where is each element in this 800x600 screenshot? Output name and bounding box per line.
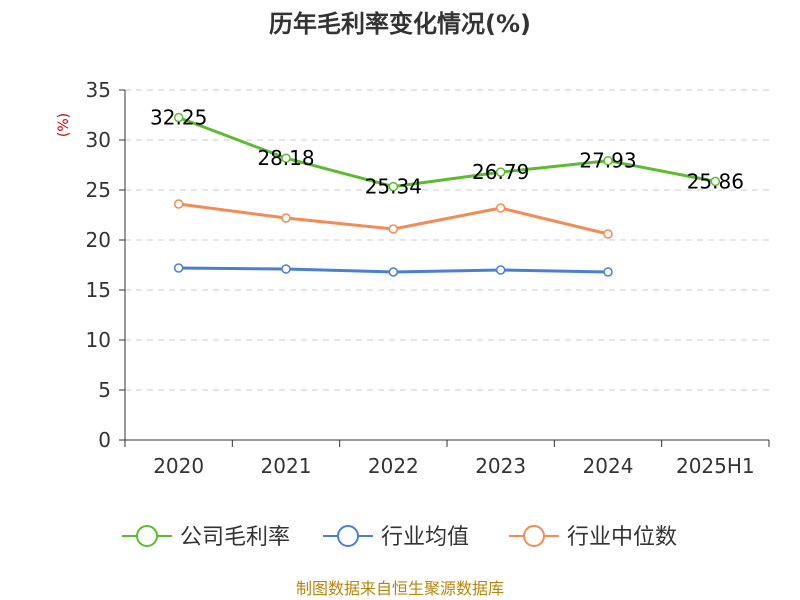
gridlines [125, 89, 769, 391]
y-axis-label: (%) [56, 113, 72, 137]
y-tick-label-35: 35 [86, 78, 111, 102]
y-tick-label-15: 15 [86, 278, 111, 302]
point-0-2022 [388, 181, 399, 192]
legend-label: 行业中位数 [567, 525, 677, 550]
y-tick-label-10: 10 [86, 328, 111, 352]
data-label-2021: 28.18 [257, 146, 314, 170]
legend-swatch-marker [337, 525, 359, 547]
point-1-2020 [173, 263, 184, 273]
y-tick-label-25: 25 [86, 178, 111, 202]
y-tick-label-30: 30 [86, 128, 111, 152]
data-label-2022: 25.34 [365, 175, 422, 199]
x-tick-label-2021: 2021 [261, 454, 312, 478]
point-2-2021 [281, 213, 291, 223]
point-2-2020 [173, 199, 184, 209]
legend-swatch-marker [523, 525, 545, 547]
y-tick-label-5: 5 [98, 378, 111, 402]
point-2-2022 [388, 224, 399, 234]
y-tick-label-20: 20 [86, 228, 111, 252]
axes: 0 5 10 15 20 25 30 35 2020 2021 2022 2023 2024 2025H1 [86, 78, 770, 478]
point-0-2021 [281, 153, 291, 163]
legend-swatch-marker [136, 525, 158, 547]
data-label-2023: 26.79 [472, 160, 529, 184]
point-1-2022 [388, 267, 399, 277]
point-0-2025H1 [710, 176, 721, 187]
series-group [173, 112, 721, 277]
data-label-2024: 27.93 [579, 149, 636, 173]
legend-item-2: 行业中位数 [509, 525, 677, 550]
data-labels: 32.25 28.18 25.34 26.79 27.93 25.86 [150, 106, 744, 199]
point-0-2024 [603, 155, 613, 166]
point-0-2020 [173, 112, 184, 123]
legend: 公司毛利率 行业均值 行业中位数 [122, 525, 677, 550]
point-1-2023 [495, 265, 506, 275]
point-1-2021 [281, 264, 291, 274]
x-tick-label-2020: 2020 [153, 454, 204, 478]
x-tick-label-2023: 2023 [475, 454, 526, 478]
legend-item-1: 行业均值 [323, 525, 469, 550]
source-note: 制图数据来自恒生聚源数据库 [296, 579, 504, 598]
legend-item-0: 公司毛利率 [122, 525, 290, 550]
point-1-2024 [603, 267, 613, 277]
data-label-2020: 32.25 [150, 106, 207, 130]
x-tick-label-2024: 2024 [583, 454, 634, 478]
series-line-0 [178, 116, 716, 189]
x-tick-label-2025H1: 2025H1 [676, 454, 755, 478]
y-tick-label-0: 0 [98, 428, 111, 452]
x-tick-label-2022: 2022 [368, 454, 419, 478]
legend-label: 公司毛利率 [180, 525, 290, 550]
point-0-2023 [495, 167, 506, 177]
point-2-2023 [495, 203, 506, 213]
data-label-2025H1: 25.86 [687, 169, 744, 193]
point-2-2024 [603, 229, 613, 239]
chart-title: 历年毛利率变化情况(%) [269, 10, 531, 38]
legend-label: 行业均值 [381, 525, 469, 550]
